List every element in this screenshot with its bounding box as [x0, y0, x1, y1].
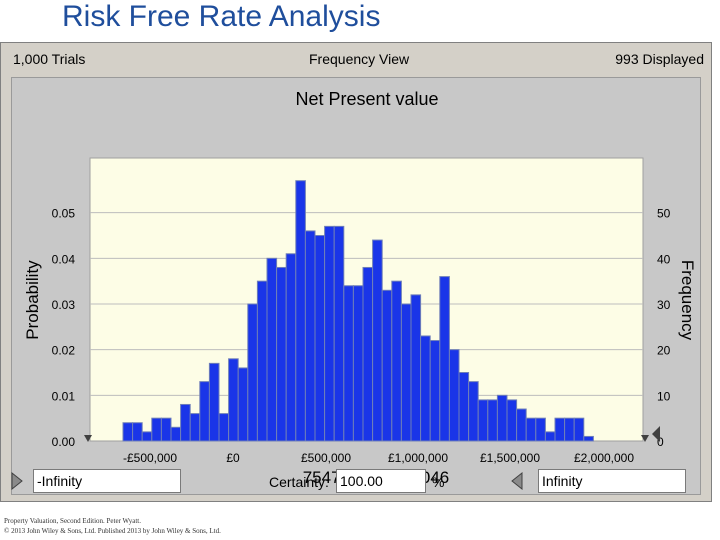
histogram-bar: [333, 225, 345, 442]
x-tick-label: £1,000,000: [388, 451, 448, 465]
histogram-bar: [208, 362, 220, 442]
x-axis-ticks: -£500,000 £0 £500,000 £1,000,000 £1,500,000 £…: [123, 451, 634, 465]
histogram-bar: [170, 426, 182, 442]
chart-frame: Net Present value 0.00 0.01 0.02 0.03 0.04 0.…: [11, 77, 701, 495]
histogram-bar: [228, 358, 239, 442]
histogram-bar: [256, 280, 268, 442]
histogram-bar: [468, 381, 479, 442]
left-range-input[interactable]: -Infinity: [33, 469, 181, 493]
y-tick-label: 0.04: [52, 252, 76, 266]
histogram-bar: [477, 399, 489, 442]
view-selector[interactable]: Frequency View: [309, 51, 410, 67]
y-tick-label: 0.00: [52, 435, 76, 449]
histogram-bar: [122, 422, 134, 442]
y-axis-label: Probability: [23, 260, 42, 340]
crystal-ball-forecast-window: 1,000 Trials Frequency View 993 Displaye…: [0, 42, 712, 502]
histogram-bar: [506, 399, 518, 442]
certainty-input[interactable]: 100.00: [336, 469, 426, 493]
y2-tick-label: 50: [657, 207, 671, 221]
histogram-bars: [122, 180, 594, 442]
chart-title: Net Present value: [295, 89, 438, 109]
histogram-bar: [160, 417, 172, 442]
y2-axis-ticks: 0 10 20 30 40 50: [657, 207, 671, 449]
left-certainty-arrow-icon[interactable]: [10, 472, 24, 490]
x-tick-label: £1,500,000: [480, 451, 540, 465]
histogram-bar: [352, 285, 364, 442]
y2-tick-label: 30: [657, 298, 671, 312]
histogram-bar: [199, 381, 210, 442]
histogram-bar: [247, 303, 258, 442]
histogram-bar: [343, 285, 354, 442]
y-axis-ticks: 0.00 0.01 0.02 0.03 0.04 0.05: [52, 207, 76, 449]
y2-tick-label: 10: [657, 389, 671, 403]
y-tick-label: 0.01: [52, 389, 76, 403]
y-tick-label: 0.03: [52, 298, 76, 312]
histogram-bar: [218, 413, 230, 442]
histogram-bar: [189, 413, 201, 442]
right-grabber-icon[interactable]: [641, 435, 649, 442]
histogram-bar: [180, 403, 191, 442]
histogram-bar: [429, 340, 441, 442]
right-certainty-arrow-icon[interactable]: [510, 472, 524, 490]
histogram-bar: [573, 417, 585, 442]
y-tick-label: 0.02: [52, 344, 76, 358]
histogram-bar: [141, 431, 153, 442]
trials-count: 1,000 Trials: [13, 51, 86, 67]
left-grabber-icon[interactable]: [84, 435, 92, 442]
x-tick-label: -£500,000: [123, 451, 177, 465]
histogram-bar: [496, 394, 508, 442]
histogram-bar: [400, 303, 412, 442]
histogram-bar: [420, 335, 431, 442]
histogram-bar: [583, 435, 594, 442]
certainty-label: Certainty:: [269, 474, 329, 490]
percent-label: %: [432, 474, 445, 490]
y2-axis-label: Frequency: [678, 260, 697, 341]
histogram-bar: [237, 367, 249, 442]
histogram-bar: [266, 257, 278, 442]
histogram-bar: [285, 253, 297, 442]
y-tick-label: 0.05: [52, 207, 76, 221]
histogram-bar: [391, 280, 402, 442]
histogram-bar: [372, 239, 383, 442]
slide-title: Risk Free Rate Analysis: [62, 0, 381, 33]
histogram-bar: [516, 408, 527, 442]
footer-citation: Property Valuation, Second Edition. Pete…: [4, 517, 141, 525]
histogram-bar: [295, 180, 306, 442]
histogram-bar: [525, 417, 537, 442]
histogram-bar: [304, 230, 316, 442]
y2-tick-label: 20: [657, 344, 671, 358]
frequency-chart: Net Present value 0.000.010.020.030.040.…: [23, 89, 697, 487]
histogram-bar: [314, 235, 326, 442]
histogram-bar: [381, 289, 393, 442]
histogram-bar: [362, 266, 374, 442]
histogram-bar: [554, 417, 566, 442]
y2-tick-label: 0: [657, 435, 664, 449]
histogram-bar: [487, 399, 498, 442]
displayed-count: 993 Displayed: [615, 51, 704, 67]
right-end-arrow-icon[interactable]: [652, 426, 660, 442]
histogram-bar: [324, 225, 335, 442]
histogram-bar: [439, 276, 450, 442]
histogram-bar: [448, 349, 460, 442]
x-tick-label: £0: [226, 451, 240, 465]
y2-tick-label: 40: [657, 252, 671, 266]
x-tick-label: £2,000,000: [574, 451, 634, 465]
right-range-input[interactable]: Infinity: [538, 469, 686, 493]
histogram-bar: [535, 417, 546, 442]
footer-copyright: © 2013 John Wiley & Sons, Ltd. Published…: [4, 527, 221, 535]
x-tick-label: £500,000: [301, 451, 351, 465]
histogram-bar: [544, 431, 556, 442]
histogram-bar: [410, 294, 422, 442]
histogram-bar: [276, 266, 287, 442]
histogram-bar: [458, 372, 470, 442]
histogram-bar: [564, 417, 575, 442]
histogram-bar: [132, 422, 143, 442]
histogram-bar: [151, 417, 162, 442]
